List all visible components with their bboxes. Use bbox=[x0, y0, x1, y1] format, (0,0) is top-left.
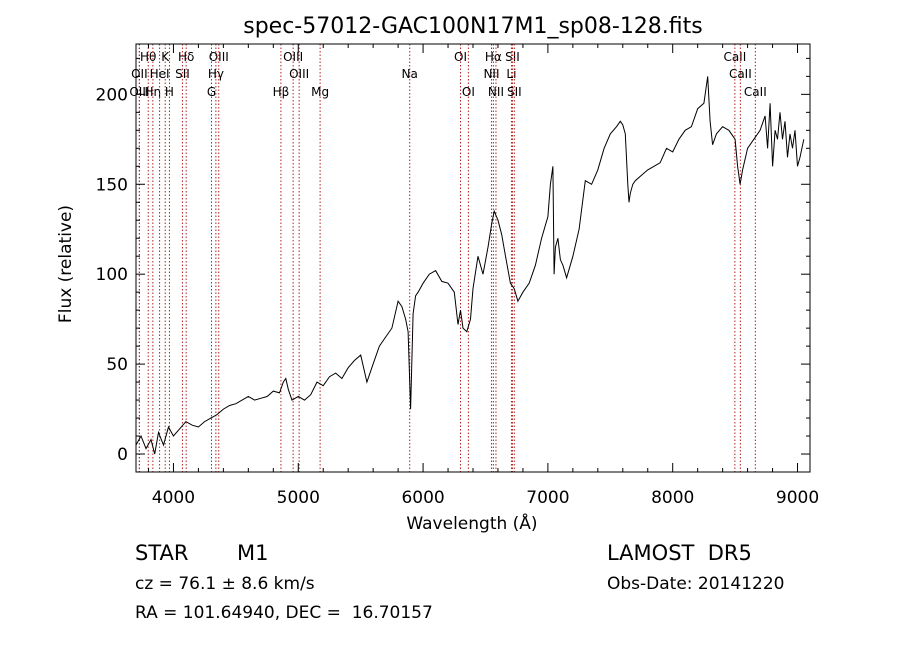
redshift-velocity: cz = 76.1 ± 8.6 km/s bbox=[135, 574, 315, 594]
x-axis-label: Wavelength (Å) bbox=[406, 512, 537, 534]
marker-label-15: Mg bbox=[311, 85, 329, 99]
marker-label-21: NII bbox=[488, 85, 504, 99]
object-type: STAR bbox=[135, 541, 189, 565]
marker-label-24: SII bbox=[507, 85, 522, 99]
y-tick-label-0: 0 bbox=[117, 445, 128, 465]
marker-label-3: Hη bbox=[145, 85, 162, 99]
x-tick-label-2: 6000 bbox=[401, 488, 444, 508]
marker-label-26: CaII bbox=[729, 67, 752, 81]
marker-label-11: G bbox=[207, 85, 216, 99]
spectrum-layer bbox=[135, 76, 805, 455]
y-tick-label-1: 50 bbox=[106, 355, 128, 375]
marker-label-23: Li bbox=[506, 67, 516, 81]
spectrum-series-0 bbox=[135, 76, 805, 455]
object-subclass: M1 bbox=[237, 541, 269, 565]
x-tick-label-4: 8000 bbox=[651, 488, 694, 508]
marker-label-18: OI bbox=[462, 85, 475, 99]
marker-label-4: K bbox=[161, 50, 170, 64]
marker-label-16: Na bbox=[402, 67, 418, 81]
marker-label-2: OIII bbox=[129, 85, 149, 99]
marker-label-5: HeI bbox=[150, 67, 170, 81]
y-tick-label-2: 100 bbox=[96, 265, 128, 285]
marker-label-20: NII bbox=[483, 67, 499, 81]
marker-label-9: OIII bbox=[209, 50, 229, 64]
marker-label-8: SII bbox=[175, 67, 190, 81]
marker-label-7: Hδ bbox=[178, 50, 194, 64]
marker-label-13: OIII bbox=[289, 67, 309, 81]
marker-label-22: SII bbox=[505, 50, 520, 64]
x-tick-label-0: 4000 bbox=[152, 488, 195, 508]
observation-date: Obs-Date: 20141220 bbox=[607, 574, 785, 594]
marker-label-14: Hβ bbox=[273, 85, 290, 99]
marker-label-10: Hγ bbox=[208, 67, 224, 81]
chart-title: spec-57012-GAC100N17M1_sp08-128.fits bbox=[243, 14, 703, 39]
x-tick-label-5: 9000 bbox=[776, 488, 819, 508]
marker-label-17: OI bbox=[454, 50, 467, 64]
marker-label-25: CaII bbox=[723, 50, 746, 64]
survey-name: LAMOST DR5 bbox=[607, 541, 752, 565]
axis-ticks: 4000 5000 6000 7000 8000 9000 0 50 100 150 200 bbox=[96, 44, 819, 508]
y-tick-label-4: 200 bbox=[96, 85, 128, 105]
y-axis-label: Flux (relative) bbox=[56, 205, 76, 323]
marker-label-19: Hα bbox=[485, 50, 502, 64]
x-tick-label-1: 5000 bbox=[277, 488, 320, 508]
marker-label-1: OII bbox=[131, 67, 148, 81]
x-tick-label-3: 7000 bbox=[526, 488, 569, 508]
y-tick-label-3: 150 bbox=[96, 175, 128, 195]
marker-label-6: H bbox=[165, 85, 174, 99]
marker-label-0: Hθ bbox=[140, 50, 156, 64]
marker-label-27: CaII bbox=[744, 85, 767, 99]
coordinates: RA = 101.64940, DEC = 16.70157 bbox=[135, 603, 433, 623]
marker-label-12: OIII bbox=[283, 50, 303, 64]
